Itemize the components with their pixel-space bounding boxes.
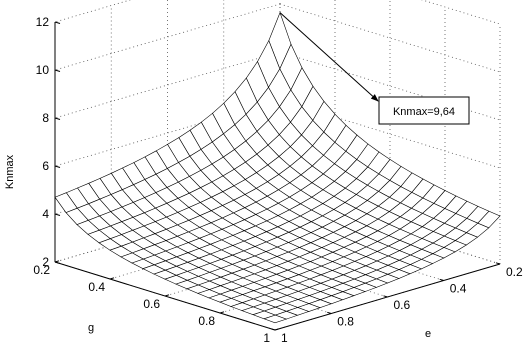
g-tick-label: 0.6	[143, 297, 160, 311]
axis-labels: Knmax g e	[4, 154, 431, 340]
e-tick	[270, 328, 276, 331]
e-tick-label: 0.6	[394, 298, 411, 312]
z-tick	[54, 213, 61, 216]
g-tick	[164, 294, 170, 297]
g-tick	[54, 260, 60, 263]
e-tick	[327, 311, 332, 314]
e-tick-label: 0.4	[450, 282, 467, 296]
z-tick	[54, 21, 61, 24]
annotation-box	[378, 96, 470, 125]
g-tick-label: 0.8	[198, 314, 215, 328]
g-tick-label: 0.4	[88, 280, 105, 294]
e-tick	[439, 278, 444, 281]
surface-mesh	[54, 11, 501, 324]
surface-cell	[263, 314, 288, 324]
wall-gridline-z2	[420, 0, 501, 25]
e-tick-label: 0.2	[506, 265, 523, 279]
z-tick-label: 10	[36, 63, 50, 77]
z-tick	[54, 117, 61, 120]
e-tick-label: 1	[281, 331, 288, 344]
z-axis-label: Knmax	[4, 154, 16, 189]
annotation-text: Knmax=9,64	[393, 106, 455, 118]
e-tick	[495, 262, 501, 265]
axes: 2 4 6 8 10 12 0.2 0.4 0.6 0.8 1 0.2 0.4 0.6 0.8 1	[33, 15, 523, 344]
g-tick	[219, 311, 225, 314]
z-tick	[54, 165, 61, 168]
g-tick-label: 0.2	[33, 263, 50, 277]
annotation-arrow	[279, 12, 379, 102]
z-tick-label: 4	[42, 207, 49, 221]
z-tick-label: 8	[42, 111, 49, 125]
z-tick-label: 6	[42, 159, 49, 173]
g-tick	[274, 328, 280, 331]
z-tick-label: 2	[42, 255, 49, 269]
g-axis-label: g	[88, 322, 94, 334]
annotation: Knmax=9,64	[279, 12, 470, 125]
g-tick	[109, 277, 115, 280]
wall-gridline-z1	[54, 0, 132, 23]
z-tick-label: 12	[36, 15, 50, 29]
z-tick	[54, 69, 61, 72]
g-tick-label: 1	[263, 331, 270, 344]
e-tick-label: 0.8	[337, 315, 354, 329]
e-axis-label: e	[425, 328, 431, 340]
e-tick	[383, 295, 388, 298]
